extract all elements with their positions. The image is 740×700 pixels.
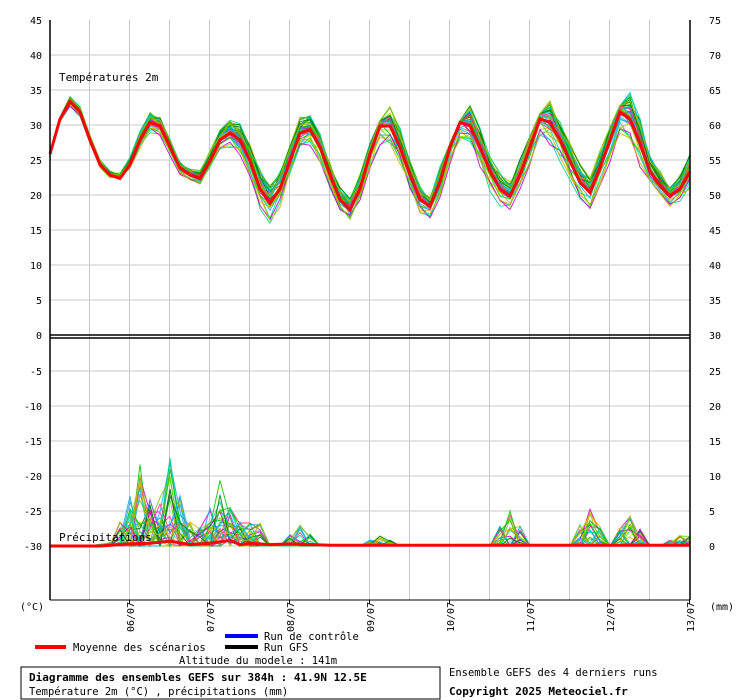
temperature-ensemble-line (49, 97, 691, 202)
copyright: Copyright 2025 Meteociel.fr (449, 685, 628, 698)
temp-left-tick-label: 20 (30, 191, 42, 202)
ensemble-note: Ensemble GEFS des 4 derniers runs (449, 667, 658, 679)
date-tick-label: 13/07 (686, 602, 697, 632)
info-box (20, 666, 441, 700)
chart-title: Diagramme des ensembles GEFS sur 384h : … (29, 671, 367, 684)
temp-right-tick-label: 40 (709, 261, 721, 272)
temp-left-tick-label: 5 (36, 296, 42, 307)
precip-left-tick-label: -30 (24, 542, 42, 553)
temp-right-tick-label: 50 (709, 191, 721, 202)
precipitation-ensemble-line (50, 476, 690, 547)
precip-left-tick-label: -5 (30, 367, 42, 378)
temp-left-tick-label: 0 (36, 331, 42, 342)
precip-right-tick-label: 10 (709, 472, 721, 483)
mean-series (48, 99, 692, 548)
date-tick-label: 09/07 (366, 602, 377, 632)
temp-left-tick-label: 40 (30, 51, 42, 62)
precip-left-tick-label: -25 (24, 507, 42, 518)
temp-left-tick-label: 10 (30, 261, 42, 272)
temperature-mean-line (48, 99, 692, 213)
temp-right-tick-label: 70 (709, 51, 721, 62)
precip-left-tick-label: -20 (24, 472, 42, 483)
precip-right-tick-label: 20 (709, 402, 721, 413)
temp-right-tick-label: 45 (709, 226, 721, 237)
temp-right-tick-label: 55 (709, 156, 721, 167)
temp-right-tick-label: 30 (709, 331, 721, 342)
date-tick-label: 06/07 (126, 602, 137, 632)
legend-mean-label: Moyenne des scénarios (73, 642, 206, 654)
precip-left-tick-label: -15 (24, 437, 42, 448)
legend: Moyenne des scénarios Run de contrôle Ru… (35, 631, 359, 654)
precip-right-tick-label: 15 (709, 437, 721, 448)
date-tick-label: 11/07 (526, 602, 537, 632)
temp-left-tick-label: 30 (30, 121, 42, 132)
temp-left-tick-label: 15 (30, 226, 42, 237)
temp-right-tick-label: 35 (709, 296, 721, 307)
temp-left-tick-label: 25 (30, 156, 42, 167)
temp-right-tick-label: 65 (709, 86, 721, 97)
precipitation-mean-line (50, 538, 690, 548)
right-unit-label: (mm) (710, 602, 734, 613)
precip-left-tick-label: -10 (24, 402, 42, 413)
precipitation-ensemble-line (50, 474, 691, 548)
precip-right-tick-label: 0 (709, 542, 715, 553)
left-unit-label: (°C) (20, 602, 44, 613)
date-tick-label: 07/07 (206, 602, 217, 632)
altitude-label: Altitude du modele : 141m (179, 655, 337, 667)
temp-right-tick-label: 75 (709, 16, 721, 27)
temp-left-tick-label: 35 (30, 86, 42, 97)
precipitation-panel-label: Précipitations (59, 531, 152, 544)
temperature-ensemble-line (49, 96, 691, 204)
date-tick-label: 08/07 (286, 602, 297, 632)
date-tick-label: 12/07 (606, 602, 617, 632)
axes (49, 20, 691, 604)
legend-control-label: Run de contrôle (264, 631, 359, 643)
precip-right-tick-label: 25 (709, 367, 721, 378)
chart-subtitle: Température 2m (°C) , précipitations (mm… (29, 686, 288, 698)
temp-right-tick-label: 60 (709, 121, 721, 132)
precip-right-tick-label: 5 (709, 507, 715, 518)
legend-gfs-label: Run GFS (264, 642, 308, 654)
date-tick-label: 10/07 (446, 602, 457, 632)
temp-left-tick-label: 45 (30, 16, 42, 27)
temperature-panel-label: Températures 2m (59, 71, 159, 84)
